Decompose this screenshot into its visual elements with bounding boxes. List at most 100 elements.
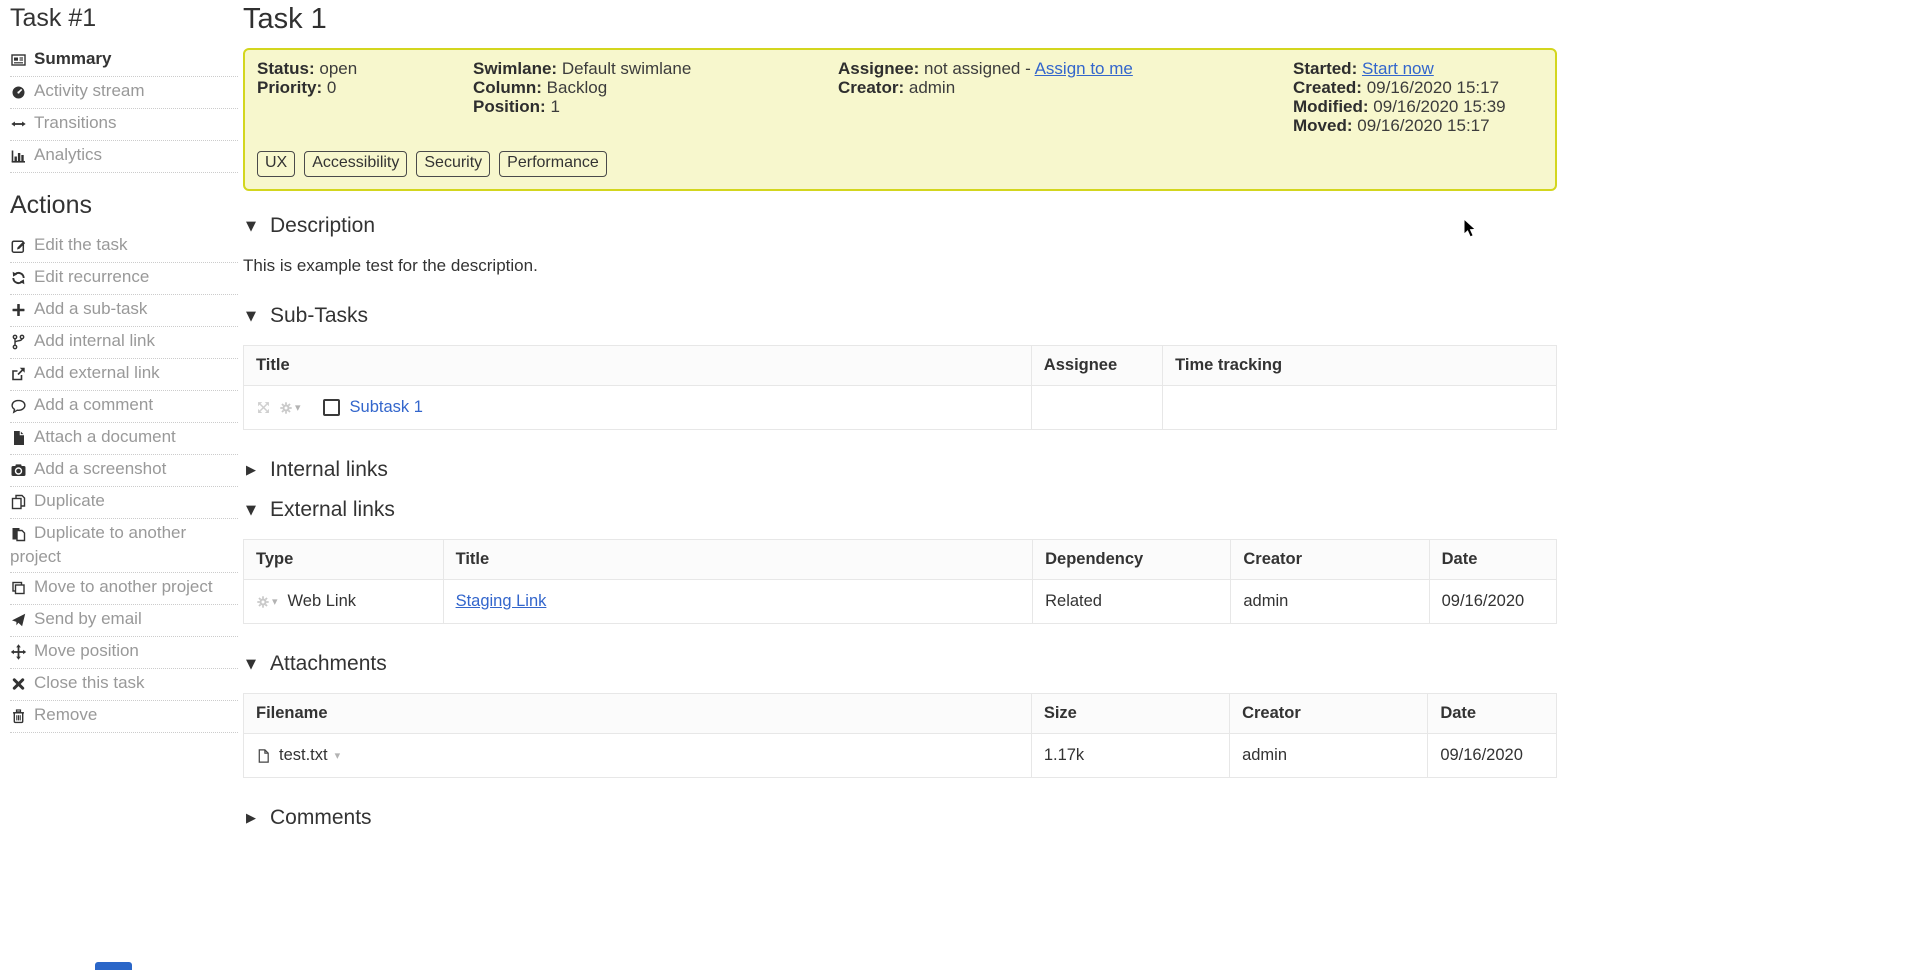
action-label: Close this task (34, 673, 145, 692)
external-link-row: ▾ Web Link Staging Link Related admin 09… (243, 579, 1558, 624)
action-label: Send by email (34, 609, 142, 628)
action-move-position[interactable]: Move position (10, 637, 238, 669)
description-text: This is example test for the description… (243, 256, 538, 275)
file-icon (10, 428, 34, 450)
column-value: Backlog (546, 78, 608, 97)
sidebar-item-transitions[interactable]: Transitions (10, 109, 238, 141)
priority-value: 0 (326, 78, 337, 97)
subtask-time-cell (1162, 385, 1557, 430)
creator-value: admin (908, 78, 956, 97)
sidebar-nav: Summary Activity stream Transitions Anal… (10, 45, 238, 173)
sidebar-item-label: Analytics (34, 145, 103, 164)
external-links-table: Type Title Dependency Creator Date ▾ Web… (243, 539, 1558, 624)
subtask-assignee-cell (1030, 385, 1164, 430)
external-link-icon (10, 364, 34, 386)
attachment-creator: admin (1229, 733, 1429, 778)
action-label: Edit recurrence (34, 267, 150, 286)
sidebar-item-activity-stream[interactable]: Activity stream (10, 77, 238, 109)
action-edit-task[interactable]: Edit the task (10, 231, 238, 263)
tag: Security (416, 151, 491, 177)
column-header: Assignee (1030, 345, 1164, 386)
send-icon (10, 610, 34, 632)
expanded-triangle-icon: ▼ (246, 218, 256, 234)
started-label: Started: (1293, 59, 1358, 78)
link-actions-dropdown[interactable]: ▾ (256, 595, 278, 609)
bar-chart-icon (10, 146, 34, 168)
action-attach-document[interactable]: Attach a document (10, 423, 238, 455)
action-add-internal-link[interactable]: Add internal link (10, 327, 238, 359)
action-edit-recurrence[interactable]: Edit recurrence (10, 263, 238, 295)
action-label: Duplicate (34, 491, 105, 510)
expanded-triangle-icon: ▼ (246, 308, 256, 324)
start-now-link[interactable]: Start now (1361, 59, 1434, 78)
plus-icon (10, 300, 34, 322)
action-add-external-link[interactable]: Add external link (10, 359, 238, 391)
column-header: Title (243, 345, 1032, 386)
external-link[interactable]: Staging Link (455, 592, 547, 610)
dashboard-icon (10, 82, 34, 104)
section-internal-links-header[interactable]: ▶ Internal links (243, 458, 1557, 482)
action-duplicate[interactable]: Duplicate (10, 487, 238, 519)
action-label: Add a screenshot (34, 459, 167, 478)
attachment-row: test.txt ▾ 1.17k admin 09/16/2020 (243, 733, 1557, 778)
tag: UX (257, 151, 296, 177)
section-description-header[interactable]: ▼ Description (243, 214, 1557, 238)
action-label: Move position (34, 641, 139, 660)
copy-icon (10, 492, 34, 514)
link-creator: admin (1230, 579, 1430, 624)
subtask-status-checkbox[interactable] (322, 399, 340, 416)
link-dependency: Related (1032, 579, 1232, 624)
sidebar-item-analytics[interactable]: Analytics (10, 141, 238, 173)
moved-label: Moved: (1293, 116, 1353, 135)
action-label: Attach a document (34, 427, 176, 446)
column-header: Dependency (1032, 539, 1232, 580)
action-label: Add a comment (34, 395, 154, 414)
action-move-to-project[interactable]: Move to another project (10, 573, 238, 605)
section-title: Sub-Tasks (270, 304, 369, 327)
sidebar-item-summary[interactable]: Summary (10, 45, 238, 77)
action-add-screenshot[interactable]: Add a screenshot (10, 455, 238, 487)
page-title: Task 1 (243, 3, 327, 35)
action-remove[interactable]: Remove (10, 701, 238, 733)
modified-label: Modified: (1293, 97, 1369, 116)
section-attachments-header[interactable]: ▼ Attachments (243, 652, 1557, 676)
action-add-comment[interactable]: Add a comment (10, 391, 238, 423)
action-close-task[interactable]: Close this task (10, 669, 238, 701)
subtask-row: ▾ Subtask 1 (243, 385, 1557, 430)
section-title: Attachments (270, 652, 387, 675)
action-send-by-email[interactable]: Send by email (10, 605, 238, 637)
arrows-h-icon (10, 114, 34, 136)
attachment-filename[interactable]: test.txt (279, 746, 328, 764)
trash-icon (10, 706, 34, 728)
caret-down-icon[interactable]: ▾ (334, 749, 341, 762)
assign-to-me-link[interactable]: Assign to me (1034, 59, 1133, 78)
action-duplicate-to-project[interactable]: Duplicate to another project (10, 519, 238, 573)
edit-icon (10, 236, 34, 258)
action-label: Add a sub-task (34, 299, 148, 318)
column-header: Filename (243, 693, 1032, 734)
section-external-links-header[interactable]: ▼ External links (243, 498, 1557, 522)
link-type: Web Link (287, 592, 357, 610)
summary-column-board: Swimlane: Default swimlane Column: Backl… (473, 59, 838, 135)
swimlane-value: Default swimlane (561, 59, 692, 78)
subtask-link[interactable]: Subtask 1 (349, 398, 423, 416)
mouse-cursor (1463, 217, 1478, 244)
sidebar-actions: Edit the task Edit recurrence Add a sub-… (10, 231, 238, 733)
position-value: 1 (550, 97, 560, 116)
created-label: Created: (1293, 78, 1362, 97)
column-header: Date (1427, 693, 1557, 734)
creator-label: Creator: (838, 78, 905, 97)
caret-down-icon: ▾ (272, 595, 278, 608)
sidebar-item-label: Summary (34, 49, 112, 68)
drag-handle-icon[interactable] (256, 400, 271, 415)
actions-title: Actions (10, 191, 92, 219)
tag-list: UX Accessibility Security Performance (257, 151, 1543, 177)
action-label: Add external link (34, 363, 160, 382)
column-header: Creator (1229, 693, 1429, 734)
subtask-actions-dropdown[interactable]: ▾ (279, 401, 301, 415)
assignee-label: Assignee: (838, 59, 920, 78)
attachment-size: 1.17k (1030, 733, 1231, 778)
section-comments-header[interactable]: ▶ Comments (243, 806, 1557, 830)
action-add-subtask[interactable]: Add a sub-task (10, 295, 238, 327)
section-subtasks-header[interactable]: ▼ Sub-Tasks (243, 304, 1557, 328)
